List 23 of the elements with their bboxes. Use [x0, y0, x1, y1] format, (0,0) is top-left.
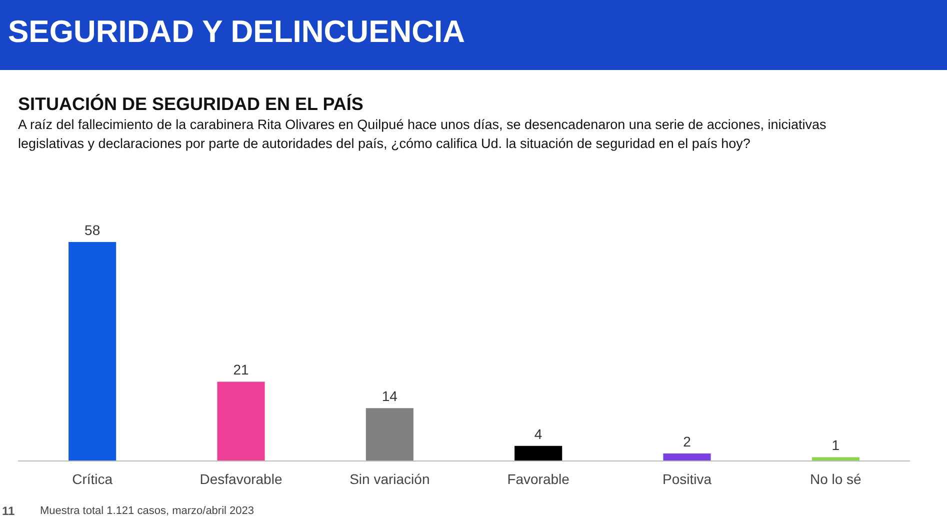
chart-title: SITUACIÓN DE SEGURIDAD EN EL PAÍS: [18, 94, 364, 114]
bar: [663, 453, 711, 461]
chart-subtitle: A raíz del fallecimiento de la carabinera Rita Olivares en Quilpué hace unos días, se desencadenaron una serie de acciones, iniciativas legislativas y declaraciones por parte de autoridades del país, ¿cómo califica Ud. la situación de seguridad en el país hoy?: [18, 117, 826, 151]
x-tick-label: Sin variación: [350, 471, 430, 487]
x-tick-label: Favorable: [507, 471, 570, 487]
text: SEGURIDAD Y DELINCUENCIA: [8, 14, 466, 49]
x-tick-label: Positiva: [662, 471, 712, 487]
x-tick-label: Crítica: [72, 471, 113, 487]
bar: [68, 242, 116, 461]
data-label: 2: [683, 433, 692, 450]
x-tick-label: No lo sé: [810, 471, 862, 487]
data-label: 14: [382, 388, 398, 404]
bar: [812, 457, 860, 461]
bar: [366, 408, 414, 461]
data-label: 1: [832, 437, 840, 454]
data-label: 58: [84, 222, 100, 238]
bar: [217, 382, 265, 461]
text: 11: [2, 504, 16, 518]
x-tick-label: Desfavorable: [200, 471, 282, 487]
bar: [514, 446, 562, 461]
data-label: 4: [534, 426, 542, 442]
text: Muestra total 1.121 casos, marzo/abril 2023: [40, 505, 254, 517]
data-label: 21: [233, 362, 249, 378]
